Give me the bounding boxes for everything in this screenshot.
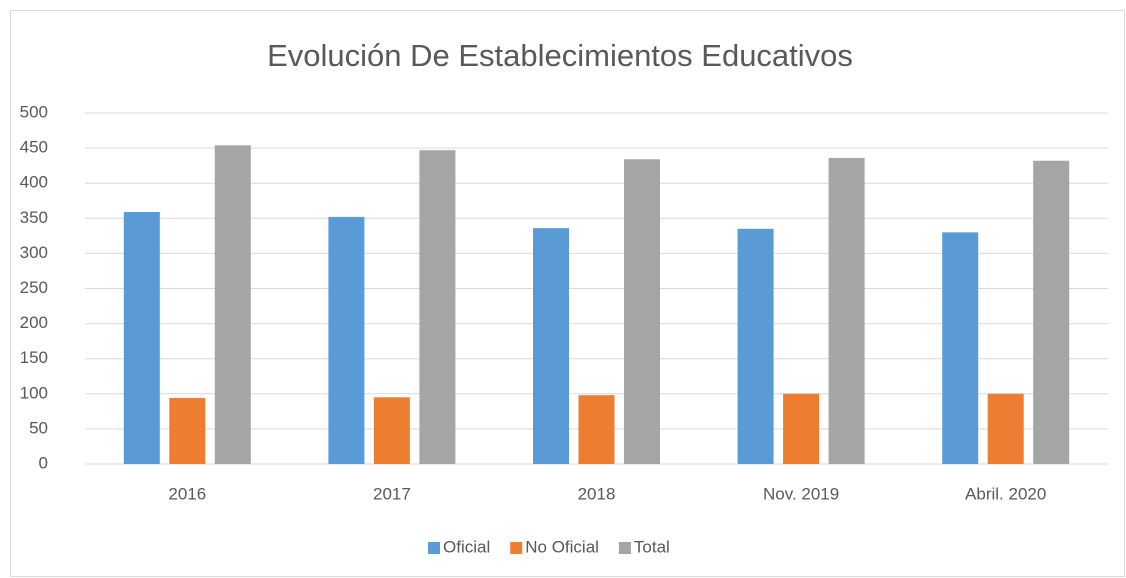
bar: [987, 393, 1024, 464]
y-tick-label: 50: [29, 418, 48, 437]
bar: [533, 228, 569, 464]
x-tick-label: Abril. 2020: [965, 484, 1046, 503]
x-tick-label: 2017: [373, 484, 411, 503]
bar: [828, 157, 865, 465]
legend-label: Oficial: [443, 537, 490, 556]
legend-swatch: [510, 542, 523, 554]
bar: [169, 398, 206, 464]
y-tick-label: 300: [20, 243, 48, 262]
legend-label: Total: [634, 537, 670, 556]
chart-title: Evolución De Establecimientos Educativos: [267, 38, 853, 73]
legend-swatch: [618, 542, 631, 554]
bar: [737, 228, 774, 464]
y-tick-label: 0: [39, 453, 48, 472]
y-tick-label: 200: [20, 313, 48, 332]
y-tick-label: 350: [20, 208, 48, 227]
x-tick-label: 2016: [168, 484, 206, 503]
y-tick-label: 100: [20, 383, 48, 402]
legend-label: No Oficial: [525, 537, 599, 556]
bar: [373, 397, 410, 464]
bar: [942, 232, 979, 464]
bar: [419, 150, 456, 464]
y-tick-label: 500: [20, 102, 48, 121]
legend-swatch: [428, 542, 440, 554]
y-tick-label: 150: [20, 348, 48, 367]
bar: [783, 393, 820, 464]
y-tick-label: 400: [20, 173, 48, 192]
x-tick-label: Nov. 2019: [763, 484, 839, 503]
bar: [1033, 160, 1070, 464]
y-tick-label: 450: [20, 138, 48, 157]
y-tick-label: 250: [20, 278, 48, 297]
bar: [624, 159, 660, 464]
bar: [578, 395, 615, 464]
x-tick-label: 2018: [578, 484, 616, 503]
bar: [214, 145, 251, 465]
bar: [123, 211, 160, 464]
bar: [328, 216, 365, 464]
